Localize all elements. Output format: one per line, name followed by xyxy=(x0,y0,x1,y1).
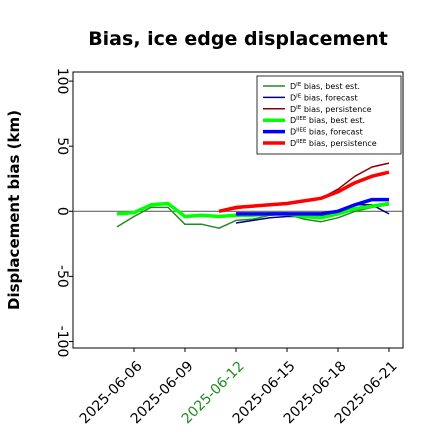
y-tick-label: -50 xyxy=(54,265,70,288)
series-line-5 xyxy=(236,197,389,216)
legend-label: DIE bias, forecast xyxy=(290,93,358,102)
legend-label: DIE bias, persistence xyxy=(290,105,372,114)
series-line-1 xyxy=(116,204,390,229)
y-tick-label: 50 xyxy=(54,137,70,155)
y-tick-label: 0 xyxy=(54,207,70,216)
series-line-6 xyxy=(218,170,390,214)
chart-title: Bias, ice edge displacement xyxy=(88,28,388,50)
y-tick-label: 100 xyxy=(54,68,70,95)
y-tick-label: -100 xyxy=(54,326,70,358)
y-axis-label: Displacement bias (km) xyxy=(5,110,23,310)
legend-label: DIIEE bias, forecast xyxy=(290,128,363,137)
legend-box xyxy=(256,75,402,155)
legend-label: DIIEE bias, persistence xyxy=(290,139,377,148)
legend-label: DIE bias, best est. xyxy=(290,82,360,91)
legend-label: DIIEE bias, best est. xyxy=(290,116,365,125)
